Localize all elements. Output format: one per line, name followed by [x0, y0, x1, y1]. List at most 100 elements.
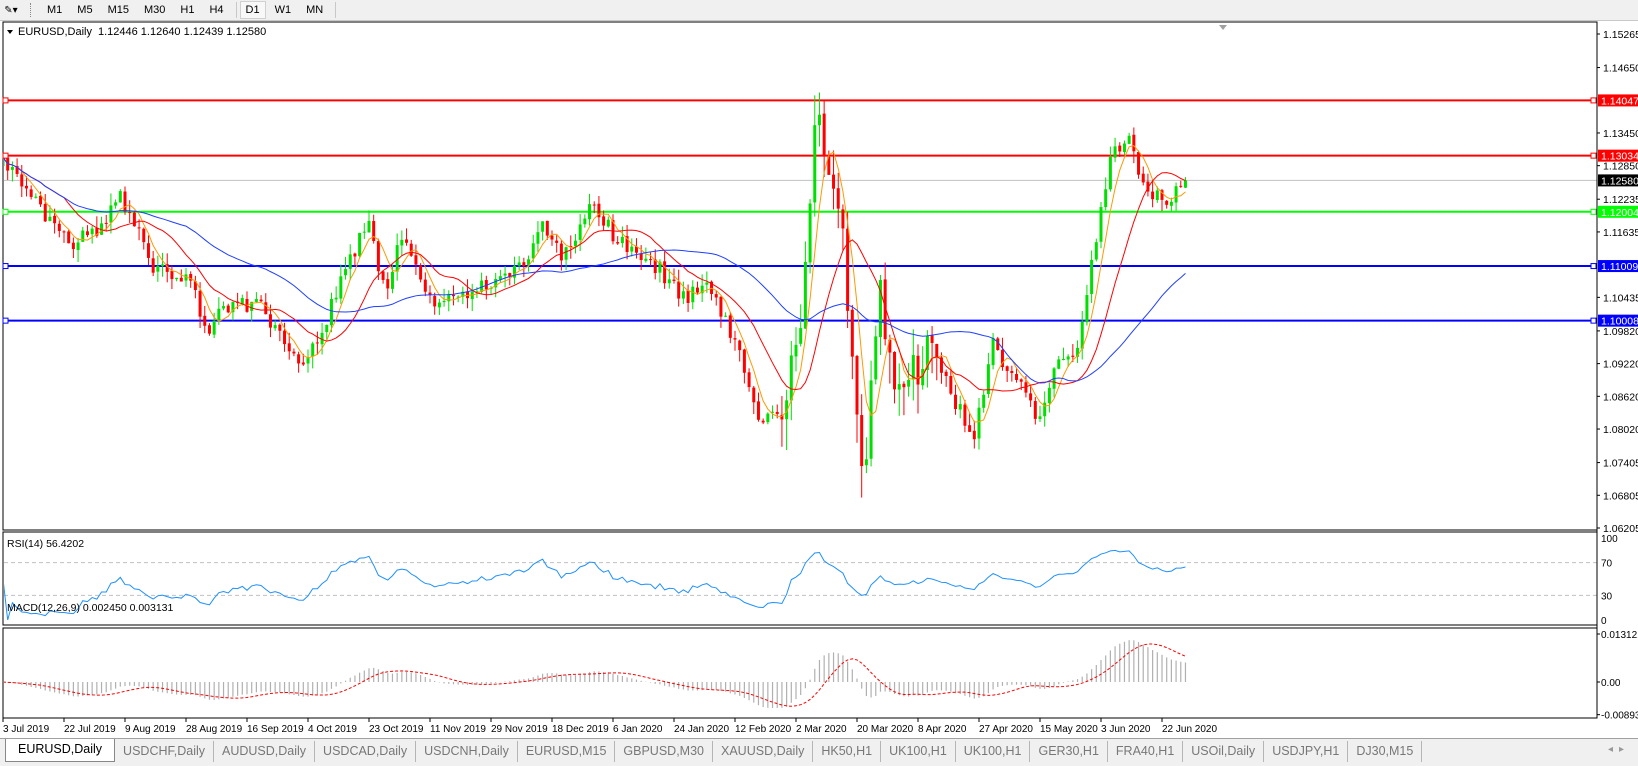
- candle: [1099, 202, 1103, 249]
- chart-tab[interactable]: AUDUSD,Daily: [214, 741, 316, 762]
- candle: [57, 220, 61, 238]
- chart-tab[interactable]: DJ30,M15: [1348, 741, 1423, 762]
- candle: [358, 232, 362, 258]
- candle: [559, 240, 563, 271]
- chart-tab[interactable]: XAUUSD,Daily: [713, 741, 814, 762]
- ma-fast-line: [4, 145, 1186, 423]
- date-tick-label: 24 Jan 2020: [674, 724, 729, 735]
- candle: [151, 250, 155, 277]
- timeframe-d1-button[interactable]: D1: [239, 1, 266, 19]
- candle: [226, 303, 230, 314]
- candle: [869, 360, 873, 467]
- timeframe-h4-button[interactable]: H4: [209, 4, 224, 16]
- macd-tick-label: 0.00: [1601, 678, 1621, 689]
- timeframe-m30-button[interactable]: M30: [143, 4, 166, 16]
- timeframe-m15-button[interactable]: M15: [107, 4, 129, 16]
- chart-tab[interactable]: GBPUSD,M30: [615, 741, 713, 762]
- chart-tab[interactable]: EURUSD,Daily: [5, 739, 116, 762]
- price-tick-label: 1.07405: [1603, 458, 1638, 470]
- candle: [367, 210, 371, 233]
- candle: [114, 199, 118, 209]
- date-tick-label: 22 Jun 2020: [1162, 724, 1217, 735]
- timeframe-h1-button[interactable]: H1: [180, 4, 195, 16]
- chart-tab[interactable]: USDCAD,Daily: [315, 741, 417, 762]
- candle: [700, 274, 704, 302]
- date-tick-label: 16 Sep 2019: [247, 724, 304, 735]
- candle: [376, 238, 380, 280]
- candle: [1000, 337, 1004, 371]
- rsi-tick-label: 0: [1601, 616, 1607, 627]
- chart-tab[interactable]: HK50,H1: [813, 741, 882, 762]
- candle: [719, 296, 723, 328]
- candle: [423, 272, 427, 297]
- chart-tab[interactable]: USDCNH,Daily: [416, 741, 518, 762]
- line-handle[interactable]: [1590, 152, 1597, 159]
- chart-tab[interactable]: USOil,Daily: [1183, 741, 1265, 762]
- line-handle[interactable]: [1590, 208, 1597, 215]
- candle: [728, 311, 732, 344]
- candle: [161, 252, 165, 277]
- chart-window[interactable]: 1.15265 1.14650 1.13450 1.12850 1.12235 1.116…: [0, 0, 1638, 738]
- line-price-label: 1.12004: [1601, 207, 1638, 219]
- line-price-label: 1.10008: [1601, 316, 1638, 328]
- line-handle[interactable]: [2, 152, 9, 159]
- chart-tab[interactable]: UK100,H1: [881, 741, 956, 762]
- chart-tab[interactable]: USDJPY,H1: [1264, 741, 1349, 762]
- toolbar-grip[interactable]: [30, 3, 33, 17]
- line-handle[interactable]: [1590, 97, 1597, 104]
- macd-label: MACD(12,26,9) 0.002450 0.003131: [7, 602, 174, 614]
- line-handle[interactable]: [2, 263, 9, 270]
- chart-tab[interactable]: UK100,H1: [956, 741, 1031, 762]
- price-tick-label: 1.12235: [1603, 194, 1638, 206]
- rsi-panel[interactable]: [2, 531, 1598, 626]
- line-handle[interactable]: [2, 208, 9, 215]
- candle: [189, 271, 193, 288]
- timeframe-toolbar: ✎▾ M1 M5 M15 M30 H1 H4 D1 W1 MN: [0, 0, 1638, 21]
- candle: [109, 193, 113, 234]
- rsi-tick-label: 70: [1601, 559, 1613, 570]
- line-handle[interactable]: [1590, 263, 1597, 270]
- candle: [583, 214, 587, 228]
- candle: [198, 282, 202, 328]
- candle: [799, 304, 803, 347]
- rsi-tick-label: 30: [1601, 591, 1613, 602]
- candle: [1151, 180, 1155, 208]
- candle: [85, 225, 89, 238]
- candle: [287, 332, 291, 360]
- candle: [1033, 397, 1037, 425]
- timeframe-mn-button[interactable]: MN: [306, 4, 324, 16]
- main-price-panel[interactable]: [2, 21, 1598, 531]
- cursor-draw-icon[interactable]: ✎▾: [4, 4, 18, 16]
- collapse-triangle-icon[interactable]: [7, 30, 13, 34]
- candle: [1090, 250, 1094, 303]
- candle: [527, 255, 531, 272]
- macd-panel[interactable]: [2, 627, 1598, 719]
- timeframe-m5-button[interactable]: M5: [77, 4, 93, 16]
- chart-tab[interactable]: GER30,H1: [1030, 741, 1108, 762]
- price-tick-label: 1.09820: [1603, 326, 1638, 338]
- line-handle[interactable]: [2, 317, 9, 324]
- candle: [1183, 177, 1187, 189]
- candle: [902, 381, 906, 416]
- price-tick-label: 1.12850: [1603, 161, 1638, 173]
- chart-tab[interactable]: EURUSD,M15: [518, 741, 616, 762]
- price-tick-label: 1.14650: [1603, 63, 1638, 75]
- candle: [222, 301, 226, 311]
- candle: [954, 384, 958, 415]
- candle: [297, 351, 301, 373]
- candle: [836, 172, 840, 229]
- candle: [433, 292, 437, 315]
- candle: [456, 295, 460, 303]
- tab-scroll-arrows-icon[interactable]: ◂▸: [1607, 744, 1630, 755]
- candle: [1113, 137, 1117, 163]
- chart-tab[interactable]: FRA40,H1: [1108, 741, 1184, 762]
- timeframe-m1-button[interactable]: M1: [47, 4, 63, 16]
- chart-shift-marker-icon[interactable]: [1219, 25, 1227, 30]
- line-handle[interactable]: [1590, 317, 1597, 324]
- candle: [1076, 340, 1080, 363]
- chart-tab[interactable]: USDCHF,Daily: [115, 741, 214, 762]
- line-handle[interactable]: [2, 97, 9, 104]
- candle: [986, 352, 990, 398]
- candle: [963, 399, 967, 433]
- timeframe-w1-button[interactable]: W1: [274, 4, 292, 16]
